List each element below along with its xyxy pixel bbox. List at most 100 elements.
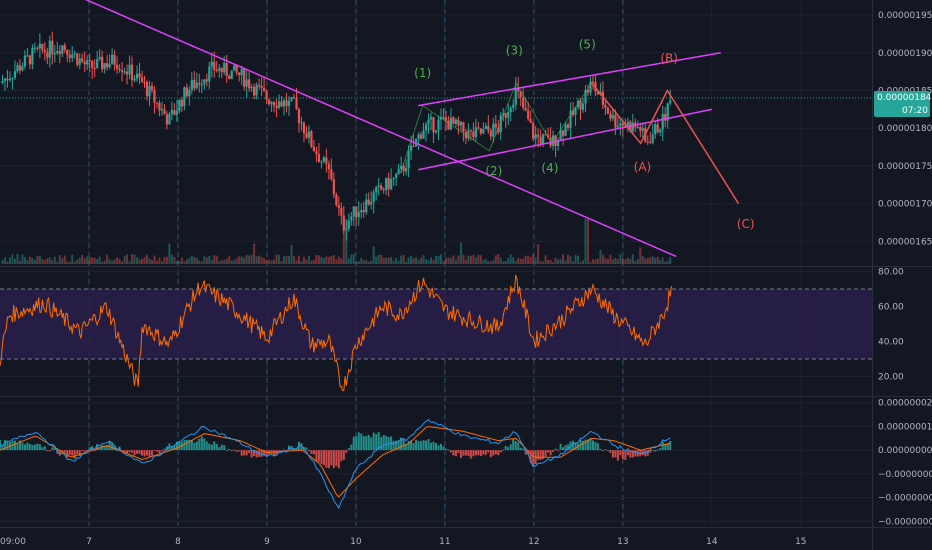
candle (235, 65, 238, 73)
candle (220, 67, 223, 73)
macd-axis-tick: 0.00000000 (878, 446, 932, 456)
volume-bar (427, 259, 430, 264)
volume-bar (220, 260, 223, 264)
candle (71, 54, 74, 59)
macd-histogram-bar (412, 443, 415, 451)
rsi-band (0, 289, 872, 359)
candle (297, 108, 301, 123)
candle (83, 61, 86, 65)
volume-bar (332, 255, 335, 264)
volume-bar (340, 258, 343, 264)
candle (556, 139, 560, 147)
candle (365, 199, 368, 213)
volume-bar (305, 259, 308, 264)
candle (315, 151, 318, 155)
candle (275, 105, 278, 108)
volume-bar (195, 258, 198, 264)
macd-histogram-bar (415, 439, 418, 451)
macd-axis[interactable]: 0.00000002 0.00000001 0.00000000 −0.0000000… (878, 399, 932, 528)
candle (225, 62, 228, 76)
volume-bar (410, 255, 413, 264)
candle (43, 49, 46, 52)
volume-bar (405, 261, 408, 264)
rsi-panel[interactable] (0, 274, 872, 391)
macd-histogram-bar (444, 448, 447, 451)
candle (168, 113, 171, 125)
macd-histogram-bar (275, 450, 278, 456)
volume-bar (447, 257, 450, 264)
volume-bar (106, 254, 109, 264)
macd-histogram-bar (71, 450, 74, 456)
volume-bar (544, 255, 547, 264)
candle (561, 130, 565, 136)
rsi-axis-tick: 40.00 (878, 338, 904, 348)
macd-histogram-bar (452, 450, 455, 456)
candle (8, 78, 12, 81)
macd-histogram-bar (527, 450, 530, 455)
macd-histogram-bar (425, 440, 428, 451)
candle (367, 199, 370, 205)
macd-histogram-bar (150, 450, 153, 456)
macd-histogram-bar (153, 450, 156, 452)
volume-bar (350, 254, 353, 264)
rsi-axis-tick: 60.00 (878, 303, 904, 313)
rsi-line (0, 274, 672, 391)
candle (91, 60, 94, 68)
candle (342, 215, 345, 231)
macd-histogram-bar (78, 450, 81, 457)
price-panel[interactable] (0, 31, 872, 264)
candle (31, 47, 34, 65)
price-axis-tick: 0.00000175 (878, 162, 932, 172)
time-axis[interactable]: 09:00 7 8 9 10 11 12 13 14 15 (0, 537, 807, 547)
volume-bar (173, 256, 176, 264)
volume-bar (425, 259, 428, 264)
candle (153, 90, 156, 103)
macd-axis-tick: 0.00000002 (878, 399, 932, 409)
macd-histogram-bar (432, 441, 435, 451)
macd-histogram-bar (586, 439, 589, 451)
macd-histogram-bar (330, 450, 333, 466)
macd-histogram-bar (464, 450, 467, 456)
corrective-wave-path (591, 82, 740, 205)
macd-histogram-bar (442, 446, 445, 451)
rsi-axis[interactable]: 80.00 60.00 40.00 20.00 (878, 268, 904, 383)
candle (125, 71, 129, 75)
macd-histogram-bar (454, 450, 457, 457)
volume-bar (586, 219, 589, 264)
macd-histogram-bar (83, 450, 86, 452)
macd-panel[interactable] (0, 419, 672, 510)
macd-histogram-bar (143, 450, 146, 457)
macd-histogram-bar (145, 450, 148, 456)
macd-histogram-bar (514, 441, 517, 451)
last-price-tag-background (874, 91, 930, 118)
candle (522, 97, 525, 108)
candle (258, 84, 261, 87)
volume-bar (489, 261, 492, 264)
macd-histogram-bar (395, 440, 398, 451)
macd-histogram-bar (310, 450, 313, 454)
candle (586, 90, 590, 93)
volume-bar (569, 256, 572, 264)
macd-histogram-bar (278, 450, 281, 452)
candle (335, 194, 338, 206)
volume-bar (3, 257, 6, 264)
candle (73, 53, 76, 55)
volume-bar (136, 257, 139, 264)
volume-bar (86, 256, 89, 264)
candle (115, 64, 119, 69)
macd-histogram-bar (669, 440, 672, 451)
candle (387, 177, 390, 190)
volume-bar (430, 257, 433, 264)
macd-histogram-bar (524, 450, 527, 455)
candle (36, 47, 39, 49)
candle (3, 78, 7, 82)
macd-histogram-bar (567, 444, 570, 451)
macd-histogram-bar (504, 446, 507, 451)
macd-histogram-bar (646, 450, 649, 456)
macd-histogram-bar (46, 450, 49, 452)
candle (601, 91, 605, 105)
macd-histogram-bar (621, 450, 624, 459)
volume-bar (532, 254, 535, 264)
volume-bar (168, 243, 171, 264)
